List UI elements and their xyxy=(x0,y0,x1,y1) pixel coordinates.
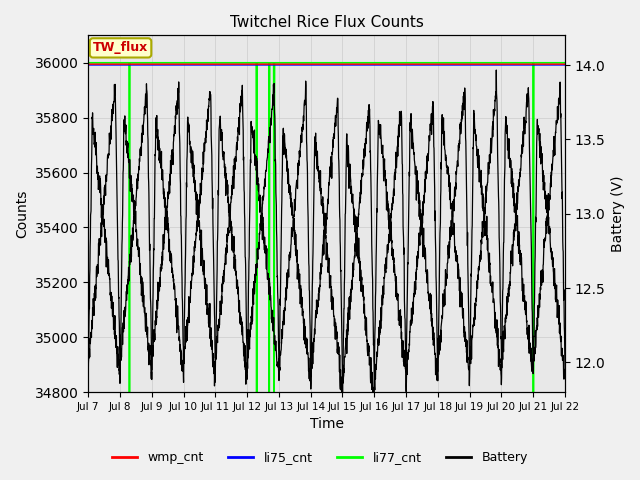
Legend: wmp_cnt, li75_cnt, li77_cnt, Battery: wmp_cnt, li75_cnt, li77_cnt, Battery xyxy=(107,446,533,469)
Text: TW_flux: TW_flux xyxy=(93,41,148,54)
Title: Twitchel Rice Flux Counts: Twitchel Rice Flux Counts xyxy=(230,15,424,30)
Y-axis label: Battery (V): Battery (V) xyxy=(611,176,625,252)
Y-axis label: Counts: Counts xyxy=(15,190,29,238)
X-axis label: Time: Time xyxy=(310,418,344,432)
